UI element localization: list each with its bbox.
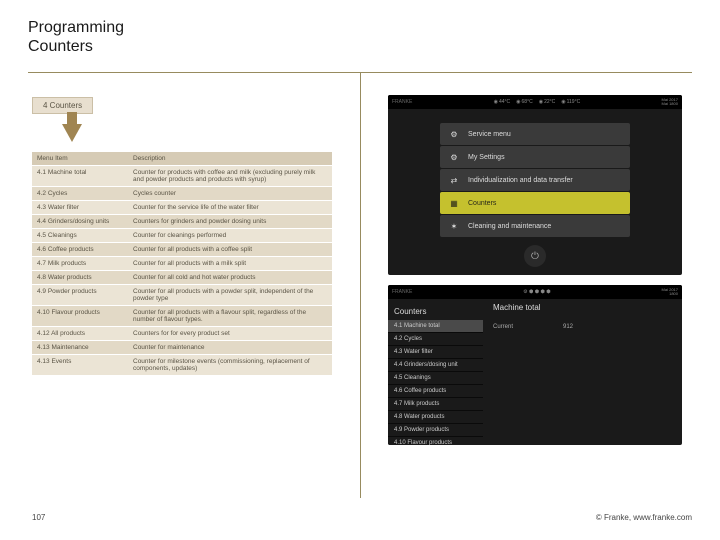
sidebar-item[interactable]: 4.9 Powder products <box>388 424 483 437</box>
cell-desc: Counter for all products with a milk spl… <box>128 257 332 271</box>
table-row: 4.1 Machine totalCounter for products wi… <box>32 166 332 187</box>
page-title: Programming Counters <box>28 18 124 56</box>
vertical-rule <box>360 72 361 498</box>
cell-desc: Counter for maintenance <box>128 341 332 355</box>
cell-menu: 4.10 Flavour products <box>32 306 128 327</box>
cell-desc: Cycles counter <box>128 187 332 201</box>
temp-indicator: ◉68°C <box>516 99 533 105</box>
table-row: 4.10 Flavour productsCounter for all pro… <box>32 306 332 327</box>
sidebar-item[interactable]: 4.4 Grinders/dosing unit <box>388 359 483 372</box>
cell-desc: Counter for all products with a powder s… <box>128 285 332 306</box>
power-button[interactable]: ⏻ <box>524 245 546 267</box>
page-number: 107 <box>32 513 45 522</box>
counters-sidebar: Counters 4.1 Machine total4.2 Cycles4.3 … <box>388 299 483 445</box>
menu-label: Individualization and data transfer <box>468 177 573 184</box>
table-row: 4.12 All productsCounters for for every … <box>32 327 332 341</box>
title-line1: Programming <box>28 18 124 37</box>
clean-icon: ✶ <box>448 222 460 231</box>
status-bar: FRANKE ⚙ ⬢ ⬢ ⬢ ⬢ Mai 20171800 <box>388 285 682 299</box>
cell-menu: 4.6 Coffee products <box>32 243 128 257</box>
row-value: 912 <box>563 324 573 330</box>
menu-item[interactable]: ✶ Cleaning and maintenance <box>440 215 630 237</box>
table-row: 4.6 Coffee productsCounter for all produ… <box>32 243 332 257</box>
menu-item[interactable]: ⚙ Service menu <box>440 123 630 145</box>
counters-table: Menu Item Description 4.1 Machine totalC… <box>32 152 332 376</box>
table-row: 4.7 Milk productsCounter for all product… <box>32 257 332 271</box>
cell-desc: Counter for products with coffee and mil… <box>128 166 332 187</box>
sidebar-item[interactable]: 4.2 Cycles <box>388 333 483 346</box>
cell-desc: Counter for the service life of the wate… <box>128 201 332 215</box>
status-clock: Mai 2017Mai 1800 <box>662 98 678 106</box>
status-bar: FRANKE ◉44°C ◉68°C ◉22°C ◉119°C Mai 2017Mai… <box>388 95 682 109</box>
cell-menu: 4.8 Water products <box>32 271 128 285</box>
cell-menu: 4.5 Cleanings <box>32 229 128 243</box>
table-row: 4.8 Water productsCounter for all cold a… <box>32 271 332 285</box>
arrow-down-icon <box>62 124 82 142</box>
gear-icon: ⚙ <box>448 130 460 139</box>
sidebar-item[interactable]: 4.7 Milk products <box>388 398 483 411</box>
col-menu-item: Menu Item <box>32 152 128 166</box>
cell-menu: 4.1 Machine total <box>32 166 128 187</box>
section-tab: 4 Counters <box>32 97 93 114</box>
screen-counters: FRANKE ⚙ ⬢ ⬢ ⬢ ⬢ Mai 20171800 Counters 4… <box>388 285 682 445</box>
cell-desc: Counter for cleanings performed <box>128 229 332 243</box>
transfer-icon: ⇄ <box>448 176 460 185</box>
temp-indicator: ◉44°C <box>494 99 511 105</box>
cell-desc: Counter for all products with a coffee s… <box>128 243 332 257</box>
service-menu-list: ⚙ Service menu ⚙ My Settings ⇄ Individualizat… <box>440 123 630 238</box>
status-icons: ⚙ ⬢ ⬢ ⬢ ⬢ <box>523 289 551 295</box>
screen-service-menu: FRANKE ◉44°C ◉68°C ◉22°C ◉119°C Mai 2017Mai… <box>388 95 682 275</box>
table-row: 4.3 Water filterCounter for the service … <box>32 201 332 215</box>
col-description: Description <box>128 152 332 166</box>
menu-label: Cleaning and maintenance <box>468 223 551 230</box>
cell-menu: 4.13 Maintenance <box>32 341 128 355</box>
counters-main: Machine total Current 912 <box>483 299 682 445</box>
sidebar-item[interactable]: 4.8 Water products <box>388 411 483 424</box>
cell-desc: Counter for all cold and hot water produ… <box>128 271 332 285</box>
menu-item[interactable]: ▦ Counters <box>440 192 630 214</box>
grid-icon: ▦ <box>448 199 460 208</box>
title-line2: Counters <box>28 37 124 56</box>
status-clock: Mai 20171800 <box>662 288 678 296</box>
sidebar-title: Counters <box>388 303 483 320</box>
menu-item[interactable]: ⇄ Individualization and data transfer <box>440 169 630 191</box>
main-title: Machine total <box>493 303 672 312</box>
sidebar-item[interactable]: 4.3 Water filter <box>388 346 483 359</box>
left-column: 4 Counters Menu Item Description 4.1 Mac… <box>32 95 332 376</box>
sidebar-item[interactable]: 4.1 Machine total <box>388 320 483 333</box>
sidebar-item[interactable]: 4.6 Coffee products <box>388 385 483 398</box>
brand-label: FRANKE <box>392 99 412 105</box>
right-column: FRANKE ◉44°C ◉68°C ◉22°C ◉119°C Mai 2017Mai… <box>388 95 682 455</box>
menu-label: My Settings <box>468 154 505 161</box>
row-label: Current <box>493 324 563 330</box>
cell-menu: 4.9 Powder products <box>32 285 128 306</box>
temp-indicator: ◉22°C <box>539 99 556 105</box>
cell-desc: Counters for grinders and powder dosing … <box>128 215 332 229</box>
table-row: 4.13 MaintenanceCounter for maintenance <box>32 341 332 355</box>
brand-label: FRANKE <box>392 289 412 295</box>
menu-label: Counters <box>468 200 496 207</box>
footer: 107 © Franke, www.franke.com <box>32 513 692 522</box>
cell-menu: 4.13 Events <box>32 355 128 376</box>
cell-desc: Counter for all products with a flavour … <box>128 306 332 327</box>
gear-icon: ⚙ <box>448 153 460 162</box>
copyright: © Franke, www.franke.com <box>596 513 692 522</box>
cell-desc: Counters for for every product set <box>128 327 332 341</box>
cell-menu: 4.7 Milk products <box>32 257 128 271</box>
cell-menu: 4.12 All products <box>32 327 128 341</box>
cell-menu: 4.4 Grinders/dosing units <box>32 215 128 229</box>
table-row: 4.2 CyclesCycles counter <box>32 187 332 201</box>
sidebar-item[interactable]: 4.5 Cleanings <box>388 372 483 385</box>
table-row: 4.13 EventsCounter for milestone events … <box>32 355 332 376</box>
menu-item[interactable]: ⚙ My Settings <box>440 146 630 168</box>
cell-menu: 4.3 Water filter <box>32 201 128 215</box>
temp-indicator: ◉119°C <box>561 99 580 105</box>
cell-desc: Counter for milestone events (commission… <box>128 355 332 376</box>
table-row: 4.9 Powder productsCounter for all produ… <box>32 285 332 306</box>
cell-menu: 4.2 Cycles <box>32 187 128 201</box>
table-row: 4.4 Grinders/dosing unitsCounters for gr… <box>32 215 332 229</box>
table-row: 4.5 CleaningsCounter for cleanings perfo… <box>32 229 332 243</box>
menu-label: Service menu <box>468 131 511 138</box>
sidebar-item[interactable]: 4.10 Flavour products <box>388 437 483 445</box>
